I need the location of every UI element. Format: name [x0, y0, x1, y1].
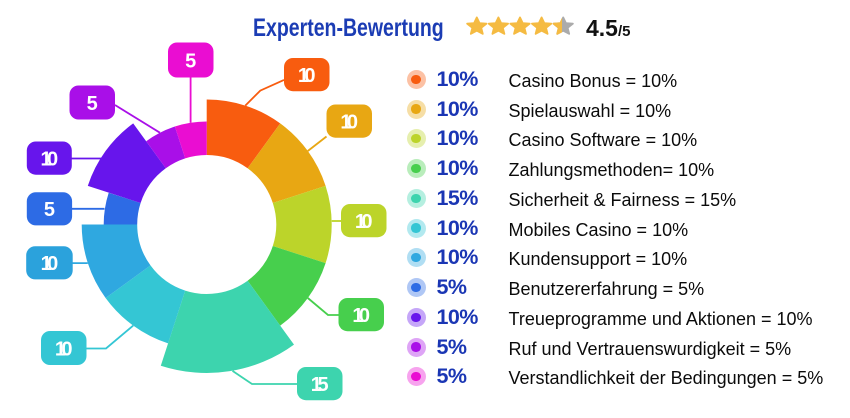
svg-text:10: 10 [340, 111, 358, 133]
svg-text:5: 5 [44, 199, 55, 221]
svg-text:10: 10 [298, 65, 316, 87]
svg-text:10: 10 [355, 211, 373, 233]
svg-text:10: 10 [55, 338, 73, 360]
svg-text:10: 10 [352, 305, 370, 327]
svg-text:10: 10 [41, 253, 59, 275]
svg-text:5: 5 [87, 93, 98, 115]
svg-text:5: 5 [185, 50, 196, 72]
svg-text:10: 10 [41, 148, 59, 170]
svg-text:15: 15 [311, 374, 329, 396]
